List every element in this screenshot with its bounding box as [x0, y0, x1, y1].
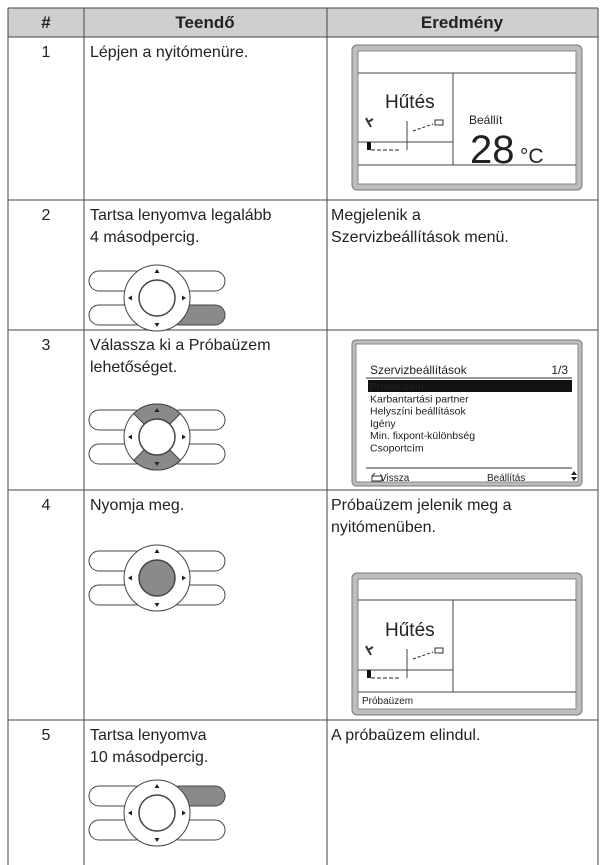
step-number: 1 [42, 44, 51, 61]
controller [88, 779, 226, 847]
step-number: 3 [42, 337, 51, 354]
lcd-screen: Hűtés Beállít 28 °C [351, 44, 583, 191]
action-text: lehetőséget. [90, 359, 177, 376]
table-grid [7, 7, 599, 865]
center-button [138, 418, 176, 456]
result-text: nyitómenüben. [331, 519, 436, 536]
center-button [138, 559, 176, 597]
action-text: 10 másodpercig. [90, 749, 208, 766]
action-text: Lépjen a nyitómenüre. [90, 44, 248, 61]
header-cell: Eredmény [421, 13, 504, 32]
action-text: Nyomja meg. [90, 497, 184, 514]
menu-item: Karbantartási partner [370, 393, 469, 405]
action-text: Tartsa lenyomva legalább [90, 207, 272, 224]
controller [88, 264, 226, 332]
step-number: 4 [42, 497, 51, 514]
setting-label: Beállít [469, 113, 503, 127]
mode-label: Hűtés [385, 92, 435, 113]
lcd-screen: Hűtés Próbaüzem [351, 572, 583, 716]
controller [88, 403, 226, 471]
mode-label: Hűtés [385, 620, 435, 641]
step-number: 5 [42, 727, 51, 744]
result-text: Megjelenik a [331, 207, 421, 224]
temperature: 28 [470, 128, 515, 172]
menu-footer: Vissza [380, 473, 410, 484]
controller [88, 544, 226, 612]
step-number: 2 [42, 207, 51, 224]
result-text: Szervizbeállítások menü. [331, 229, 509, 246]
header-cell: Teendő [175, 13, 234, 32]
action-text: Tartsa lenyomva [90, 727, 207, 744]
center-button [138, 279, 176, 317]
menu-item: Próbaüzem [370, 381, 424, 393]
menu-title: Szervizbeállítások [370, 363, 468, 377]
menu-page: 1/3 [551, 363, 568, 377]
menu-item: Helyszíni beállítások [370, 406, 466, 418]
result-text: A próbaüzem elindul. [331, 727, 480, 744]
center-button [138, 794, 176, 832]
menu-item: Min. fixpont-különbség [370, 430, 475, 442]
action-text: Válassza ki a Próbaüzem [90, 337, 271, 354]
header-cell: # [41, 13, 51, 32]
status-label: Próbaüzem [362, 696, 413, 707]
action-text: 4 másodpercig. [90, 229, 199, 246]
header-bg [8, 8, 598, 37]
lcd-menu: Szervizbeállítások 1/3 Vissza Beállítás [351, 339, 583, 487]
menu-footer: Beállítás [487, 473, 525, 484]
temperature-unit: °C [520, 145, 544, 168]
menu-item: Igény [370, 418, 396, 430]
menu-item: Csoportcím [370, 443, 424, 455]
result-text: Próbaüzem jelenik meg a [331, 497, 512, 514]
